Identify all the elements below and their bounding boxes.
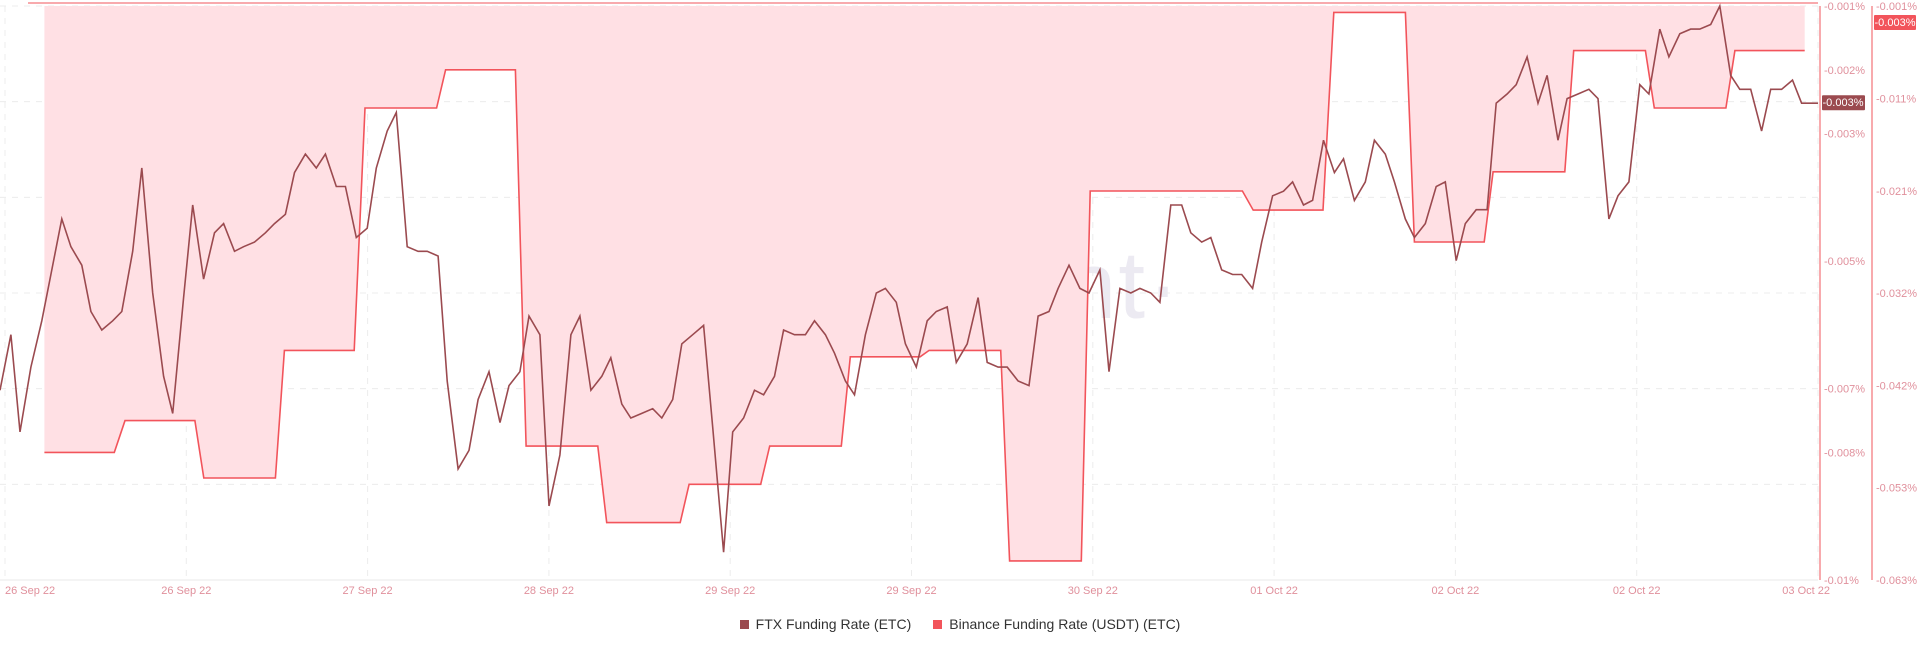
- y-tick-ftx-label: -0.011%: [1876, 94, 1916, 106]
- y-tick-binance-label: -0.001%: [1824, 1, 1865, 13]
- y-tick-ftx-label: -0.053%: [1876, 482, 1917, 494]
- legend: FTX Funding Rate (ETC) Binance Funding R…: [0, 616, 1920, 632]
- x-tick-label: 02 Oct 22: [1613, 585, 1661, 597]
- y-tick-binance-label: -0.003%: [1824, 129, 1865, 141]
- x-tick-label: 29 Sep 22: [705, 585, 755, 597]
- x-tick-label: 29 Sep 22: [886, 585, 936, 597]
- ftx-current-value: -0.003%: [1823, 97, 1864, 109]
- x-tick-label: 27 Sep 22: [343, 585, 393, 597]
- y-tick-binance-label: -0.005%: [1824, 256, 1865, 268]
- legend-label-binance: Binance Funding Rate (USDT) (ETC): [949, 616, 1181, 632]
- x-tick-label: 30 Sep 22: [1068, 585, 1118, 597]
- ftx-current-badge: [1822, 95, 1865, 111]
- ftx-series-line: [0, 3, 1818, 553]
- y-axis-ftx-ticks: -0.001% -0.011% -0.021% -0.032% -0.042% -0.05…: [1876, 1, 1917, 587]
- legend-item-ftx[interactable]: FTX Funding Rate (ETC): [739, 616, 912, 632]
- y-tick-binance-label: -0.007%: [1824, 384, 1865, 396]
- binance-area-fill: [44, 6, 1805, 561]
- x-tick-label: 01 Oct 22: [1250, 585, 1298, 597]
- y-tick-ftx-label: -0.063%: [1876, 575, 1917, 587]
- legend-item-binance[interactable]: Binance Funding Rate (USDT) (ETC): [933, 616, 1180, 632]
- x-axis-ticks: 26 Sep 22 26 Sep 22 27 Sep 22 28 Sep 22 29 S…: [5, 585, 1830, 597]
- current-value-badges: -0.003% -0.003%: [1822, 15, 1916, 111]
- legend-label-ftx: FTX Funding Rate (ETC): [755, 616, 912, 632]
- y-tick-ftx-label: -0.032%: [1876, 288, 1917, 300]
- x-tick-label: 26 Sep 22: [161, 585, 211, 597]
- y-tick-binance-label: -0.002%: [1824, 65, 1865, 77]
- binance-series-line: [44, 11, 1805, 562]
- y-axis-binance-ticks: -0.001% -0.002% -0.003% -0.005% -0.007% -0.00…: [1824, 1, 1865, 587]
- y-tick-ftx-label: -0.021%: [1876, 186, 1917, 198]
- legend-swatch-binance: [933, 619, 943, 629]
- binance-current-value: -0.003%: [1875, 17, 1916, 29]
- y-tick-ftx-label: -0.001%: [1876, 1, 1917, 13]
- legend-swatch-ftx: [739, 619, 749, 629]
- y-tick-binance-label: -0.008%: [1824, 447, 1865, 459]
- x-tick-label: 28 Sep 22: [524, 585, 574, 597]
- binance-current-badge: [1874, 15, 1916, 30]
- x-tick-label: 03 Oct 22: [1782, 585, 1830, 597]
- y-tick-binance-label: -0.01%: [1824, 575, 1859, 587]
- x-tick-label: 26 Sep 22: [5, 585, 55, 597]
- y-tick-ftx-label: -0.042%: [1876, 381, 1917, 393]
- x-tick-label: 02 Oct 22: [1432, 585, 1480, 597]
